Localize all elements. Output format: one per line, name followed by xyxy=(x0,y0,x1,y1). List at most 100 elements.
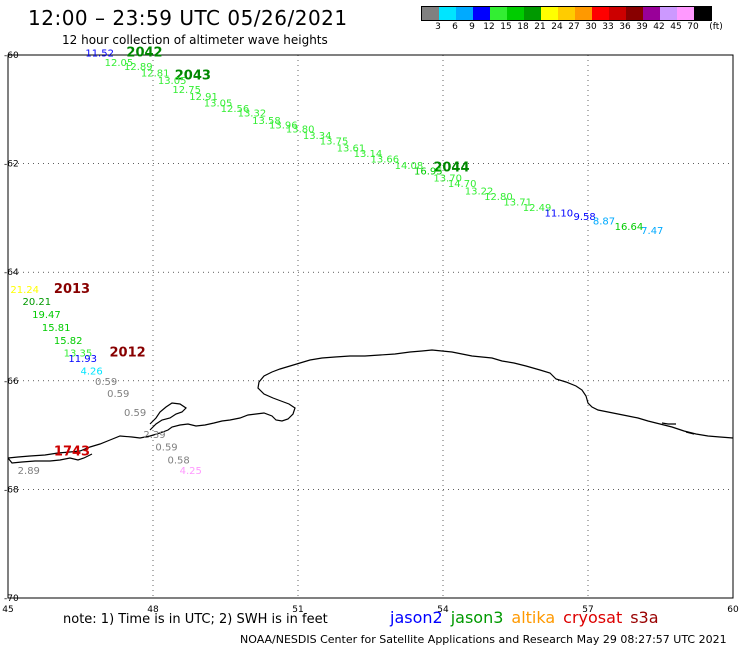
wave-height-value: 13.75 xyxy=(320,137,349,148)
map-frame xyxy=(7,54,734,599)
legend-label: 33 xyxy=(602,22,614,32)
legend-label: 27 xyxy=(568,22,580,32)
footnote: note: 1) Time is in UTC; 2) SWH is in fe… xyxy=(63,612,328,627)
legend-swatch xyxy=(524,7,541,20)
wave-height-value: 7.47 xyxy=(641,226,663,237)
wave-height-value: 4.26 xyxy=(81,366,103,377)
lon-tick-label: 57 xyxy=(582,605,593,615)
wave-height-value: 13.32 xyxy=(238,108,267,119)
pass-time-label: 2012 xyxy=(110,345,146,360)
lat-tick-label: -64 xyxy=(4,268,19,278)
wave-height-value: 13.34 xyxy=(303,131,332,142)
legend-label: 45 xyxy=(670,22,682,32)
legend-swatch xyxy=(609,7,626,20)
legend-swatch xyxy=(660,7,677,20)
wave-height-color-legend: 3 6 9 12 15 18 21 24 27 30 33 36 39 42 45 70 (ft) xyxy=(421,6,723,33)
lat-tick-label: -60 xyxy=(4,51,19,61)
wave-height-value: 2.39 xyxy=(143,430,165,441)
pass-time-label: 2043 xyxy=(175,68,211,83)
satellite-pass-labels: 2042 2043 2044 2013 2012 1743 xyxy=(54,46,470,460)
wave-height-value: 2.89 xyxy=(18,466,40,477)
wave-height-value: 8.87 xyxy=(593,216,615,227)
legend-label: 15 xyxy=(500,22,512,32)
wave-height-value: 19.47 xyxy=(32,310,61,321)
legend-label: 30 xyxy=(585,22,597,32)
satellite-legend-item: cryosat xyxy=(563,608,623,627)
satellite-legend-item: jason3 xyxy=(450,608,504,627)
pass-time-label: 2013 xyxy=(54,282,90,297)
legend-label: 18 xyxy=(517,22,529,32)
wave-height-value: 0.58 xyxy=(168,455,190,466)
wave-height-value: 0.59 xyxy=(155,442,177,453)
coastline-inlet xyxy=(7,453,93,464)
lat-tick-label: -70 xyxy=(4,594,19,604)
ice-shelf-fragment xyxy=(149,402,187,431)
wave-height-value: 12.49 xyxy=(523,203,552,214)
lon-tick-label: 45 xyxy=(2,605,13,615)
wave-height-value: 12.80 xyxy=(484,192,513,203)
wave-height-value: 15.81 xyxy=(42,323,71,334)
legend-swatches xyxy=(421,6,712,21)
antarctic-coastline xyxy=(7,349,734,459)
legend-label: 42 xyxy=(653,22,665,32)
wave-height-value: 13.05 xyxy=(204,99,233,110)
wave-height-value: 14.08 xyxy=(395,161,424,172)
legend-swatch xyxy=(626,7,643,20)
legend-swatch xyxy=(541,7,558,20)
legend-swatch xyxy=(694,7,711,20)
legend-swatch xyxy=(558,7,575,20)
satellite-legend-item: s3a xyxy=(630,608,659,627)
legend-swatch xyxy=(643,7,660,20)
wave-height-value: 15.82 xyxy=(54,336,83,347)
legend-swatch xyxy=(575,7,592,20)
wave-height-value: 0.59 xyxy=(95,377,117,388)
legend-label: 70 xyxy=(687,22,699,32)
legend-unit: (ft) xyxy=(709,22,723,32)
wave-height-value: 13.58 xyxy=(252,116,281,127)
lat-tick-label: -62 xyxy=(4,160,19,170)
legend-swatch xyxy=(439,7,456,20)
lon-tick-label: 54 xyxy=(437,605,449,615)
legend-label: 39 xyxy=(636,22,648,32)
chart-title: 12:00 – 23:59 UTC 05/26/2021 xyxy=(28,6,348,30)
lat-tick-label: -66 xyxy=(4,377,19,387)
wave-height-value: 12.56 xyxy=(221,104,250,115)
wave-height-value: 14.70 xyxy=(448,179,477,190)
legend-label: 9 xyxy=(469,22,475,32)
legend-swatch xyxy=(490,7,507,20)
legend-label: 24 xyxy=(551,22,563,32)
wave-height-value: 11.93 xyxy=(68,354,97,365)
wave-height-value: 20.21 xyxy=(23,297,52,308)
wave-height-value: 16.95 xyxy=(414,166,443,177)
wave-height-value: 12.89 xyxy=(124,62,153,73)
wave-height-value: 11.52 xyxy=(85,49,114,60)
pass-time-label: 1743 xyxy=(54,445,90,460)
legend-swatch xyxy=(592,7,609,20)
legend-swatch xyxy=(677,7,694,20)
legend-swatch xyxy=(456,7,473,20)
chart-subtitle: 12 hour collection of altimeter wave hei… xyxy=(62,33,328,47)
satellite-legend: jason2 jason3 altika cryosat s3a xyxy=(390,608,667,627)
credit-line: NOAA/NESDIS Center for Satellite Applica… xyxy=(240,633,727,646)
wave-height-value: 13.71 xyxy=(503,197,532,208)
wave-height-value: 13.80 xyxy=(286,125,315,136)
wave-height-value: 12.81 xyxy=(141,69,170,80)
legend-swatch xyxy=(422,7,439,20)
wave-height-value: 13.14 xyxy=(354,149,383,160)
pass-time-label: 2044 xyxy=(433,161,469,176)
lat-tick-label: -68 xyxy=(4,485,19,495)
wave-height-value: 13.96 xyxy=(269,120,298,131)
wave-height-value: 13.05 xyxy=(158,76,187,87)
wave-height-value: 11.10 xyxy=(545,208,574,219)
legend-label: 3 xyxy=(435,22,441,32)
wave-height-observations: 11.5212.0512.8912.8113.0512.7512.9113.05… xyxy=(10,49,663,478)
legend-label: 21 xyxy=(534,22,546,32)
wave-height-value: 21.24 xyxy=(10,285,39,296)
wave-height-value: 13.61 xyxy=(337,144,366,155)
satellite-legend-item: jason2 xyxy=(390,608,443,627)
east-coast-detail xyxy=(661,422,695,435)
wave-height-value: 13.35 xyxy=(64,348,93,359)
legend-swatch xyxy=(473,7,490,20)
legend-label: 6 xyxy=(452,22,458,32)
